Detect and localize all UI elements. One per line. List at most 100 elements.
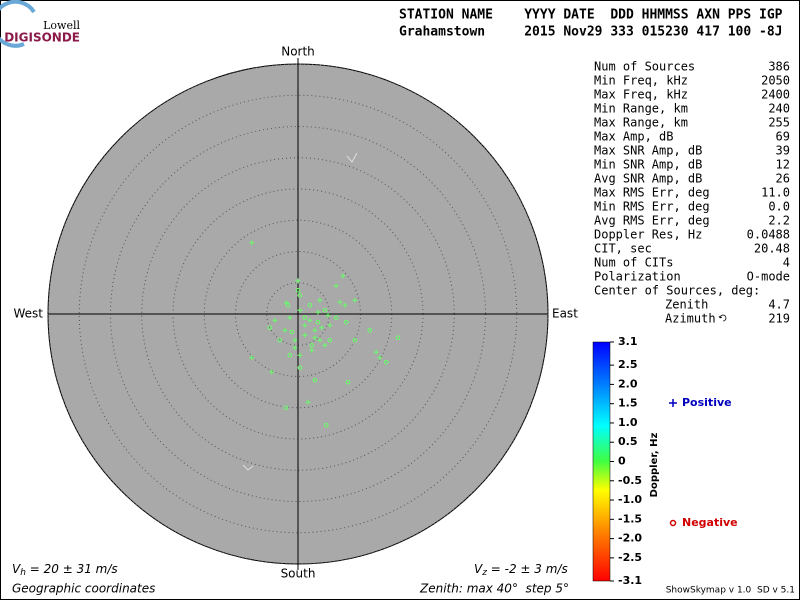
stat-label: Num of CITs — [594, 256, 673, 270]
logo: Lowell DIGISONDE — [0, 0, 80, 48]
source-point — [297, 292, 303, 298]
plot-area — [47, 58, 549, 570]
stat-label: Avg RMS Err, deg — [594, 214, 710, 228]
source-point — [267, 325, 273, 331]
source-point — [272, 317, 278, 323]
source-point — [383, 359, 389, 365]
source-point — [305, 399, 311, 405]
stat-value: 20.48 — [754, 242, 790, 256]
stat-label: Max RMS Err, deg — [594, 186, 710, 200]
source-point — [269, 369, 275, 375]
source-point — [395, 335, 401, 341]
stat-label: Max SNR Amp, dB — [594, 144, 702, 158]
source-point — [297, 365, 303, 371]
header-values: Grahamstown 2015 Nov29 333 015230 417 10… — [399, 25, 783, 40]
stat-label: Min SNR Amp, dB — [594, 158, 702, 172]
center-row-value: 4.7 — [768, 298, 790, 312]
source-point — [307, 302, 313, 308]
source-point — [352, 297, 358, 303]
stat-label: Min Range, km — [594, 102, 688, 116]
source-point — [249, 355, 255, 361]
source-point — [342, 302, 348, 308]
colorbar-tick-label: -2.5 — [618, 551, 642, 564]
north-label: North — [281, 45, 315, 59]
colorbar-tick-label: -1.5 — [618, 512, 642, 525]
stat-label: Polarization — [594, 270, 681, 284]
stat-label: CIT, sec — [594, 242, 652, 256]
source-point — [295, 287, 301, 293]
stat-value: 11.0 — [761, 186, 790, 200]
source-point — [327, 337, 333, 343]
source-point — [292, 337, 298, 343]
stat-value: 2.2 — [768, 214, 790, 228]
source-point — [283, 405, 289, 411]
colorbar-tick-label: 3.1 — [618, 335, 638, 348]
header-columns: STATION NAME YYYY DATE DDD HHMMSS AXN PP… — [399, 8, 783, 23]
source-point — [315, 319, 321, 325]
source-point — [285, 302, 291, 308]
source-point — [343, 319, 349, 325]
vh-label: Vh = 20 ± 31 m/s — [12, 562, 118, 578]
legend-label: Positive — [682, 396, 732, 409]
colorbar-tick-label: -3.1 — [618, 574, 642, 587]
source-point — [312, 327, 318, 333]
stat-value: 12 — [776, 158, 790, 172]
colorbar-tick-label: 1.5 — [618, 397, 638, 410]
source-point — [319, 325, 325, 331]
source-point — [327, 322, 333, 328]
source-point — [309, 342, 315, 348]
source-point — [302, 332, 308, 338]
colorbar-tick-label: 2.5 — [618, 358, 638, 371]
marker-chevron — [346, 152, 358, 163]
stat-value: 0.0488 — [747, 228, 790, 242]
legend-item: Positive — [669, 396, 732, 409]
source-point — [325, 312, 331, 318]
colorbar-tick-label: 1.0 — [618, 416, 638, 429]
logo-bottom: DIGISONDE — [4, 31, 80, 45]
source-point — [340, 273, 346, 279]
colorbar-tick-label: 0.5 — [618, 435, 638, 448]
source-point — [297, 352, 303, 358]
source-point — [317, 297, 323, 303]
legend-marker — [669, 399, 677, 407]
legend-item: Negative — [669, 516, 738, 529]
stat-label: Min RMS Err, deg — [594, 200, 710, 214]
stat-value: 4 — [783, 256, 790, 270]
source-point — [333, 315, 339, 321]
source-point — [322, 342, 328, 348]
south-label: South — [281, 567, 316, 581]
marker-chevron — [242, 464, 254, 471]
east-label: East — [552, 307, 578, 321]
colorbar — [592, 341, 611, 582]
source-point — [352, 337, 358, 343]
stat-value: 2050 — [761, 74, 790, 88]
version-note: ShowSkymap v 1.0 SD v 5.1 — [666, 586, 795, 596]
coordinates-note: Geographic coordinates — [12, 582, 155, 596]
stat-label: Avg SNR Amp, dB — [594, 172, 702, 186]
west-label: West — [13, 307, 43, 321]
source-point — [307, 317, 313, 323]
vz-label: Vz = -2 ± 3 m/s — [474, 562, 568, 578]
center-row-label: Azimuth — [665, 312, 716, 326]
logo-top: Lowell — [43, 19, 80, 32]
source-point — [315, 309, 321, 315]
source-point — [333, 283, 339, 289]
colorbar-tick-label: -2.0 — [618, 532, 642, 545]
stat-label: Num of Sources — [594, 60, 695, 74]
stat-value: 0.0 — [768, 200, 790, 214]
legend-label: Negative — [682, 516, 738, 529]
source-point — [323, 422, 329, 428]
source-point — [337, 299, 343, 305]
stat-value: 69 — [776, 130, 790, 144]
colorbar-tick-label: -0.5 — [618, 474, 642, 487]
source-point — [312, 377, 318, 383]
source-point — [287, 352, 293, 358]
source-point — [312, 335, 318, 341]
source-point — [302, 322, 308, 328]
source-point — [287, 315, 293, 321]
source-point — [282, 327, 288, 333]
center-row-value: 219 — [768, 312, 790, 326]
source-point — [309, 347, 315, 353]
stat-label: Max Range, km — [594, 116, 688, 130]
stat-value: O-mode — [747, 270, 790, 284]
